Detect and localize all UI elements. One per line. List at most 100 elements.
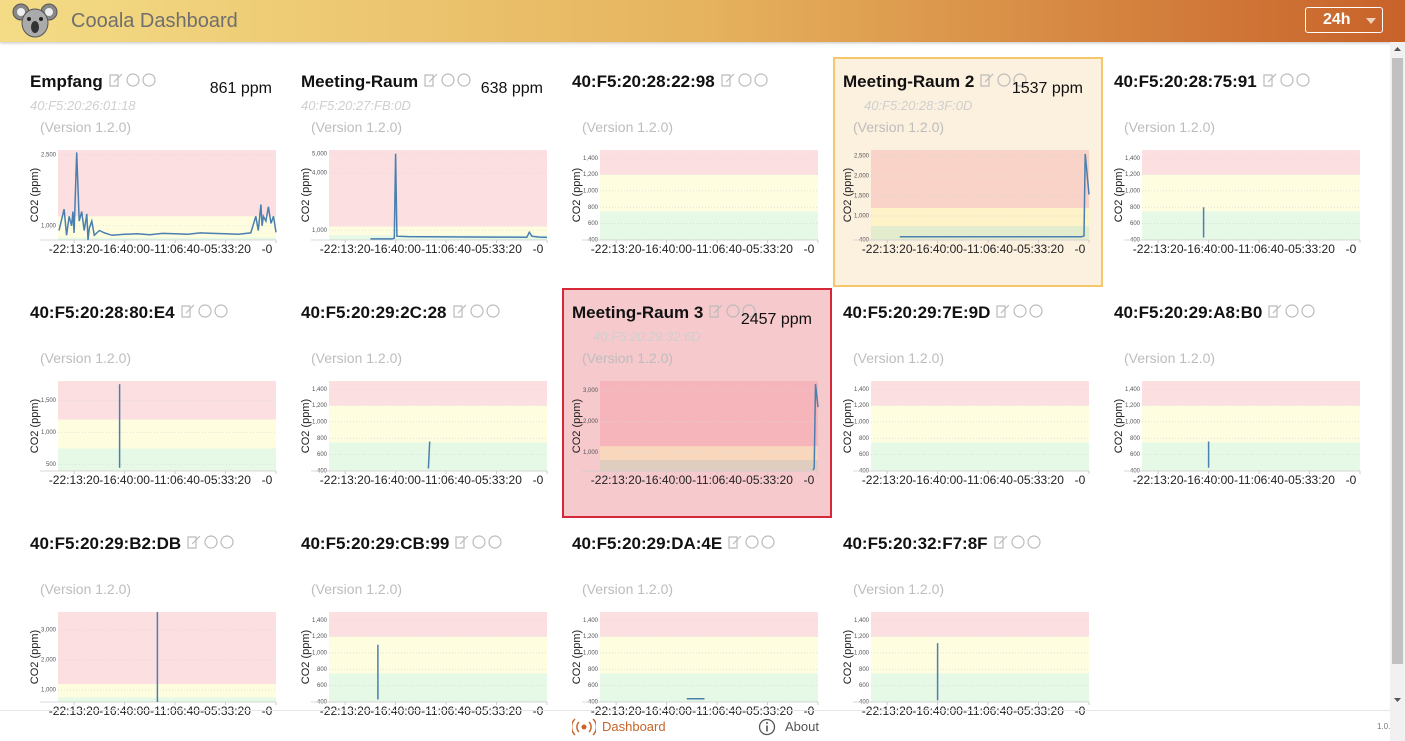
x-tick-label: -05:33:20 bbox=[742, 242, 793, 256]
send-icon[interactable] bbox=[488, 535, 502, 549]
sensor-name: 40:F5:20:29:DA:4E bbox=[572, 534, 723, 553]
edit-icon[interactable] bbox=[980, 73, 994, 87]
x-tick-label: -22:13:20 bbox=[320, 242, 371, 256]
refresh-icon[interactable] bbox=[472, 535, 486, 549]
x-tick-label: -0 bbox=[804, 473, 815, 487]
y-tick-label: 1,200 bbox=[854, 403, 870, 409]
send-icon[interactable] bbox=[213, 304, 228, 318]
co2-chart: 400 600 800 1,000 1,200 1,400 -22:13:20 -16:40:… bbox=[300, 612, 548, 718]
sensor-actions bbox=[1263, 73, 1310, 87]
edit-icon[interactable] bbox=[455, 535, 469, 549]
refresh-icon[interactable] bbox=[997, 73, 1011, 87]
edit-icon[interactable] bbox=[709, 304, 723, 318]
x-tick-label: -05:33:20 bbox=[1013, 704, 1064, 718]
send-icon[interactable] bbox=[1296, 73, 1310, 87]
co2-zone bbox=[871, 226, 1089, 240]
send-icon[interactable] bbox=[761, 535, 775, 549]
firmware-version: (Version 1.2.0) bbox=[582, 581, 674, 597]
sensor-name: Meeting-Raum bbox=[301, 72, 419, 91]
edit-icon[interactable] bbox=[424, 73, 438, 87]
firmware-version: (Version 1.2.0) bbox=[1124, 119, 1216, 135]
co2-reading: 1537 ppm bbox=[1011, 80, 1083, 97]
co2-zone bbox=[871, 612, 1089, 637]
send-icon[interactable] bbox=[142, 73, 156, 87]
send-icon[interactable] bbox=[1026, 535, 1041, 549]
edit-icon[interactable] bbox=[721, 73, 735, 87]
nav-dashboard[interactable]: Dashboard bbox=[602, 719, 666, 734]
x-tick-label: -22:13:20 bbox=[320, 473, 371, 487]
sensor-title: Meeting-Raum 3 bbox=[572, 303, 759, 323]
send-icon[interactable] bbox=[1013, 73, 1027, 87]
edit-icon[interactable] bbox=[1263, 73, 1277, 87]
edit-icon[interactable] bbox=[180, 304, 195, 318]
send-icon[interactable] bbox=[220, 535, 234, 549]
refresh-icon[interactable] bbox=[726, 304, 740, 318]
co2-zone bbox=[329, 442, 547, 471]
co2-zone bbox=[329, 226, 547, 236]
sensor-title: Empfang bbox=[30, 72, 159, 92]
refresh-icon[interactable] bbox=[1280, 73, 1294, 87]
nav-about[interactable]: About bbox=[785, 719, 819, 734]
co2-chart: 1,000 4,000 5,000 -22:13:20 -16:40:00 -11:06:… bbox=[300, 150, 548, 256]
sensor-name: 40:F5:20:29:A8:B0 bbox=[1114, 303, 1263, 322]
refresh-icon[interactable] bbox=[745, 535, 759, 549]
x-tick-label: -11:06:40 bbox=[421, 704, 471, 718]
send-icon[interactable] bbox=[1029, 304, 1044, 318]
co2-chart: 400 600 800 1,000 1,200 1,400 -22:13:20 -16:40:… bbox=[842, 612, 1090, 718]
sensor-card: Meeting-Raum 2 1537 ppm 40:F5:20:28:3F:0D (… bbox=[833, 57, 1103, 287]
sensor-title: 40:F5:20:29:A8:B0 bbox=[1114, 303, 1318, 323]
y-tick-label: 400 bbox=[859, 238, 870, 244]
refresh-icon[interactable] bbox=[738, 73, 752, 87]
x-tick-label: -16:40:00 bbox=[370, 704, 421, 718]
y-axis-label: CO2 (ppm) bbox=[842, 399, 854, 453]
edit-icon[interactable] bbox=[728, 535, 742, 549]
send-icon[interactable] bbox=[742, 304, 756, 318]
y-tick-label: 1,000 bbox=[854, 650, 870, 656]
refresh-icon[interactable] bbox=[1010, 535, 1025, 549]
y-tick-label: 600 bbox=[588, 221, 599, 227]
edit-icon[interactable] bbox=[996, 304, 1010, 318]
x-tick-label: -11:06:40 bbox=[1234, 242, 1284, 256]
refresh-icon[interactable] bbox=[469, 304, 484, 318]
co2-zone bbox=[1142, 405, 1360, 443]
refresh-icon[interactable] bbox=[204, 535, 218, 549]
y-axis-label: CO2 (ppm) bbox=[1113, 168, 1125, 222]
mac-address: 40:F5:20:26:01:18 bbox=[30, 98, 136, 113]
x-tick-label: -16:40:00 bbox=[641, 704, 692, 718]
y-axis-label: CO2 (ppm) bbox=[842, 630, 854, 684]
send-icon[interactable] bbox=[754, 73, 768, 87]
y-tick-label: 1,200 bbox=[583, 172, 599, 178]
edit-icon[interactable] bbox=[187, 535, 201, 549]
send-icon[interactable] bbox=[1301, 304, 1315, 318]
co2-line bbox=[370, 153, 548, 240]
refresh-icon[interactable] bbox=[197, 304, 212, 318]
refresh-icon[interactable] bbox=[1013, 304, 1028, 318]
y-tick-label: 1,000 bbox=[41, 688, 57, 694]
range-select[interactable]: 24h bbox=[1305, 7, 1383, 33]
firmware-version: (Version 1.2.0) bbox=[40, 350, 132, 366]
co2-zone bbox=[871, 636, 1089, 674]
scrollbar[interactable] bbox=[1390, 42, 1405, 741]
edit-icon[interactable] bbox=[1268, 304, 1282, 318]
y-tick-label: 2,000 bbox=[854, 174, 870, 180]
co2-zone bbox=[600, 150, 818, 175]
scroll-thumb[interactable] bbox=[1392, 58, 1403, 664]
refresh-icon[interactable] bbox=[1285, 304, 1299, 318]
y-tick-label: 400 bbox=[1130, 469, 1141, 475]
refresh-icon[interactable] bbox=[441, 73, 455, 87]
sensor-name: 40:F5:20:28:22:98 bbox=[572, 72, 715, 91]
edit-icon[interactable] bbox=[109, 73, 123, 87]
edit-icon[interactable] bbox=[993, 535, 1007, 549]
x-tick-label: -16:40:00 bbox=[99, 704, 150, 718]
y-axis-label: CO2 (ppm) bbox=[300, 399, 312, 453]
x-tick-label: -16:40:00 bbox=[912, 704, 963, 718]
sensor-name: 40:F5:20:29:B2:DB bbox=[30, 534, 182, 553]
refresh-icon[interactable] bbox=[126, 73, 140, 87]
x-tick-label: -11:06:40 bbox=[692, 242, 742, 256]
send-icon[interactable] bbox=[457, 73, 471, 87]
send-icon[interactable] bbox=[485, 304, 500, 318]
x-tick-label: -05:33:20 bbox=[471, 473, 522, 487]
edit-icon[interactable] bbox=[452, 304, 466, 318]
co2-line bbox=[899, 153, 1090, 238]
co2-zone bbox=[871, 381, 1089, 406]
